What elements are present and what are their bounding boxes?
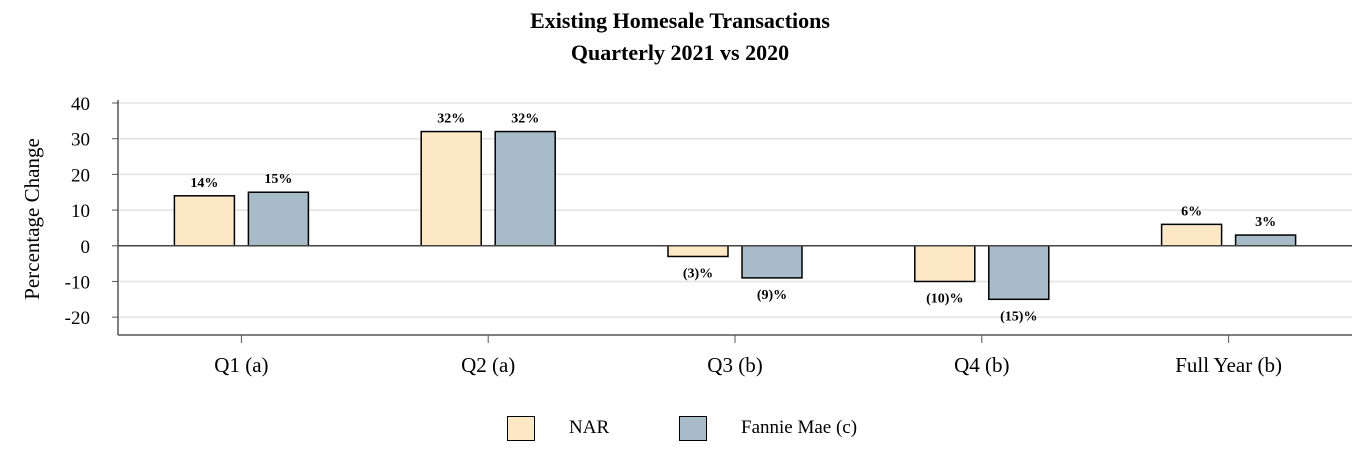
x-tick-label: Q3 (b) (707, 353, 762, 377)
data-label: (9)% (757, 288, 787, 303)
data-label: (15)% (1000, 309, 1037, 324)
y-tick-label: 40 (71, 94, 90, 115)
y-tick-label: -20 (65, 308, 90, 329)
x-tick-label: Q1 (a) (214, 353, 268, 377)
bar (420, 130, 482, 247)
bar (914, 245, 976, 283)
x-tick-label: Q4 (b) (954, 353, 1009, 377)
bar (1160, 223, 1223, 247)
legend-item-nar: NAR (507, 412, 609, 444)
chart-plot-area: 40 30 20 10 0 -10 -20 Percentage Change Q1 (a) 14… (20, 94, 1352, 377)
legend-label-nar: NAR (569, 417, 610, 438)
legend-swatch-fannie-mae (679, 415, 707, 441)
legend-label-fannie-mae: Fannie Mae (c) (741, 417, 858, 438)
y-tick-label: 20 (71, 165, 90, 186)
chart-legend: NAR Fannie Mae (c) (0, 412, 1360, 444)
x-tick-label: Full Year (b) (1175, 353, 1282, 377)
y-tick-label: 10 (71, 201, 90, 222)
data-label: 32% (511, 112, 539, 127)
bar (494, 130, 556, 247)
bar (667, 245, 729, 258)
y-tick-label: -10 (65, 272, 90, 293)
data-label: (10)% (926, 291, 963, 306)
legend-item-fannie-mae: Fannie Mae (c) (679, 412, 857, 444)
bar (741, 245, 803, 279)
data-label: 14% (190, 176, 218, 191)
y-axis-label: Percentage Change (20, 138, 44, 300)
y-tick-label: 30 (71, 130, 90, 151)
bar (173, 195, 236, 247)
bar (1234, 234, 1297, 247)
data-label: 3% (1255, 215, 1276, 230)
x-tick-label: Q2 (a) (461, 353, 515, 377)
bar (988, 245, 1050, 301)
legend-swatch-nar (507, 415, 535, 441)
data-label: (3)% (683, 266, 713, 281)
y-tick-label: 0 (81, 237, 91, 258)
bar (247, 191, 310, 247)
chart-title: Existing Homesale Transactions (530, 8, 830, 33)
data-label: 6% (1181, 204, 1202, 219)
data-label: 15% (264, 172, 292, 187)
chart-subtitle: Quarterly 2021 vs 2020 (570, 40, 790, 65)
data-label: 32% (437, 112, 465, 127)
